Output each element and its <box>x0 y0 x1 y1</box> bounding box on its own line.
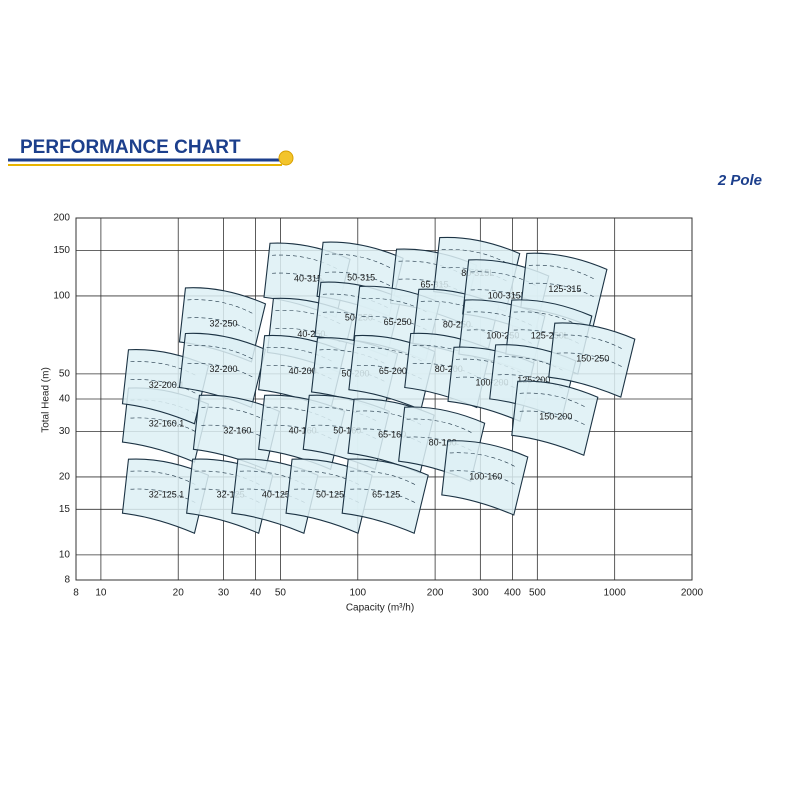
x-tick-label: 10 <box>95 588 107 599</box>
region-label: 100-160 <box>469 471 502 481</box>
pump-region <box>341 458 429 534</box>
region-label: 40-250 <box>297 329 325 339</box>
region-label: 65-125 <box>372 490 400 500</box>
region-label: 32-160.1 <box>149 418 185 428</box>
y-tick-label: 15 <box>59 504 71 515</box>
x-tick-label: 2000 <box>681 588 704 599</box>
x-tick-label: 40 <box>250 588 262 599</box>
region-label: 40-125 <box>262 490 290 500</box>
region-label: 150-250 <box>576 354 609 364</box>
pump-region <box>548 322 636 398</box>
page-title: PERFORMANCE CHART <box>20 137 241 158</box>
y-tick-label: 100 <box>53 291 70 302</box>
y-tick-label: 200 <box>53 213 70 224</box>
region-label: 40-200 <box>289 366 317 376</box>
x-tick-label: 100 <box>349 588 366 599</box>
region-label: 32-125.1 <box>149 490 185 500</box>
region-label: 80-200 <box>435 364 463 374</box>
y-tick-label: 150 <box>53 245 70 256</box>
y-tick-label: 40 <box>59 394 71 405</box>
region-label: 32-125 <box>217 490 245 500</box>
region-label: 65-160 <box>378 430 406 440</box>
region-label: 80-250 <box>443 320 471 330</box>
x-tick-label: 20 <box>173 588 185 599</box>
x-tick-label: 500 <box>529 588 546 599</box>
x-tick-label: 50 <box>275 588 287 599</box>
x-tick-label: 400 <box>504 588 521 599</box>
x-tick-label: 200 <box>427 588 444 599</box>
region-label: 65-200 <box>379 366 407 376</box>
y-axis-label: Total Head (m) <box>41 367 52 433</box>
region-label: 80-160 <box>429 438 457 448</box>
region-label: 40-160 <box>289 426 317 436</box>
x-axis-label: Capacity (m³/h) <box>346 603 414 614</box>
region-label: 32-250 <box>209 318 237 328</box>
region-label: 150-200 <box>539 412 572 422</box>
y-tick-label: 30 <box>59 426 71 437</box>
y-tick-label: 8 <box>64 575 70 586</box>
region-label: 32-200 <box>209 364 237 374</box>
title-orb <box>278 150 294 166</box>
x-tick-label: 1000 <box>604 588 627 599</box>
pump-region <box>511 380 599 457</box>
y-tick-label: 10 <box>59 550 71 561</box>
region-label: 32-200.1 <box>149 380 185 390</box>
region-label: 32-160 <box>223 426 251 436</box>
region-label: 50-125 <box>316 490 344 500</box>
region-label: 100-250 <box>486 330 519 340</box>
region-label: 65-250 <box>384 317 412 327</box>
y-tick-label: 50 <box>59 369 71 380</box>
plot-frame <box>75 217 693 581</box>
subtitle: 2 Pole <box>717 172 762 189</box>
x-tick-label: 30 <box>218 588 230 599</box>
pump-region <box>441 440 529 516</box>
region-label: 125-200 <box>517 375 550 385</box>
region-label: 40-315 <box>294 274 322 284</box>
region-label: 125-250L <box>531 330 569 340</box>
region-label: 125-315 <box>548 284 581 294</box>
y-tick-label: 20 <box>59 472 71 483</box>
region-label: 50-160 <box>333 426 361 436</box>
x-tick-label: 8 <box>73 588 79 599</box>
region-label: 50-315 <box>347 273 375 283</box>
x-tick-label: 300 <box>472 588 489 599</box>
region-label: 100-315L <box>488 290 526 300</box>
pump-region <box>178 332 267 409</box>
